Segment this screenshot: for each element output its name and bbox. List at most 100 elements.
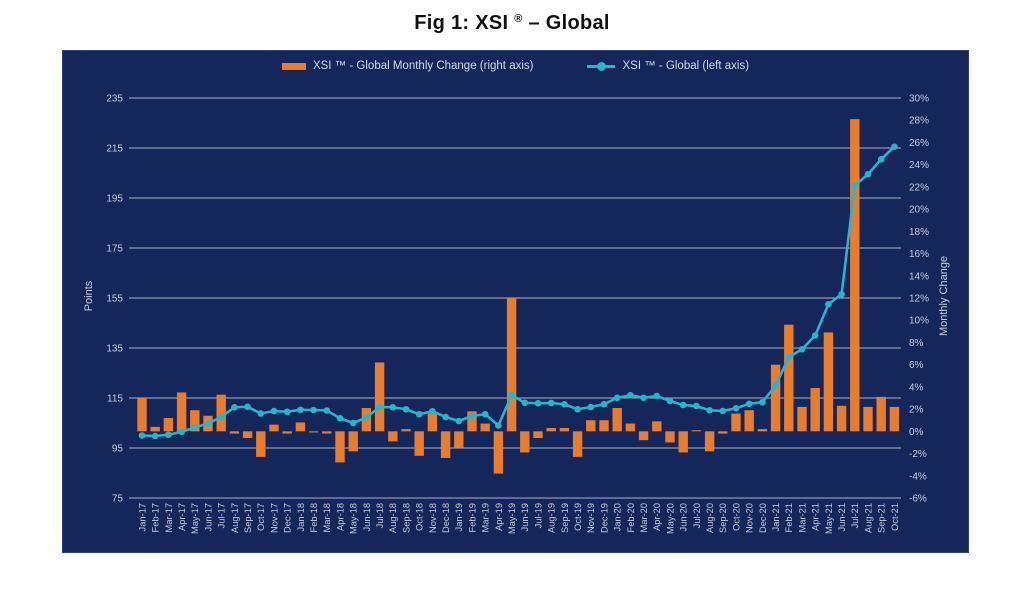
x-axis-label-May-18: May-18 (349, 503, 359, 534)
x-axis-label-Jul-17: Jul-17 (217, 503, 227, 528)
line-point-Mar-19 (481, 410, 489, 418)
bar-Jul-19 (533, 431, 543, 438)
line-point-Sep-18 (402, 405, 410, 413)
line-point-Sep-17 (244, 403, 251, 411)
index-line (141, 145, 896, 438)
line-point-Mar-21 (798, 345, 806, 353)
bar-Aug-18 (388, 431, 398, 442)
line-point-Dec-20 (759, 398, 766, 406)
right-axis-tick-label: 30% (909, 94, 929, 105)
left-axis-tick-label: 175 (106, 244, 123, 255)
x-axis-label-Jan-20: Jan-20 (613, 503, 623, 531)
x-axis-label-Sep-21: Sep-21 (877, 503, 887, 533)
bar-Mar-17 (163, 418, 174, 432)
chart-legend: XSI ™ - Global Monthly Change (right axi… (63, 60, 968, 72)
x-axis-label-Jan-19: Jan-19 (454, 503, 464, 531)
line-point-Oct-19 (574, 405, 581, 413)
line-point-Mar-18 (323, 407, 331, 414)
x-axis-label-Jun-18: Jun-18 (362, 503, 372, 531)
bar-Mar-21 (797, 406, 807, 432)
bar-Oct-18 (414, 431, 424, 456)
x-axis-label-Mar-20: Mar-20 (639, 503, 649, 532)
x-axis-label-Oct-20: Oct-20 (731, 503, 741, 531)
line-point-Apr-20 (653, 392, 661, 400)
x-axis-label-Sep-18: Sep-18 (401, 503, 411, 533)
line-point-Feb-20 (627, 391, 634, 399)
bar-Aug-21 (863, 406, 873, 432)
bar-Jun-20 (678, 431, 688, 453)
left-axis-title: Points (83, 280, 95, 312)
line-point-Aug-21 (864, 170, 872, 178)
bar-Sep-19 (559, 428, 570, 432)
x-axis-label-Nov-19: Nov-19 (586, 503, 596, 533)
line-point-Aug-18 (389, 403, 397, 411)
left-axis-tick-label: 215 (106, 144, 123, 155)
bar-Apr-21 (810, 388, 820, 432)
bar-Jul-18 (374, 362, 385, 432)
line-point-Jan-19 (455, 417, 463, 425)
chart-svg: 235 215 195 175 155 135 115 95 75 30% 28% 26% 24% 22%… (106, 94, 929, 535)
bar-Apr-18 (335, 431, 345, 463)
x-axis-label-May-17: May-17 (190, 503, 200, 534)
bar-Feb-21 (784, 324, 794, 432)
right-axis-title: Monthly Change (938, 255, 950, 337)
line-point-May-21 (825, 300, 832, 308)
bar-Feb-20 (625, 423, 636, 432)
right-axis-tick-label: 22% (909, 182, 929, 193)
line-point-Jul-19 (534, 399, 542, 407)
x-axis-label-Feb-20: Feb-20 (626, 503, 636, 532)
bar-Feb-19 (467, 411, 477, 432)
line-point-Jun-21 (838, 290, 845, 298)
line-point-Mar-20 (640, 394, 647, 402)
line-point-Jun-20 (679, 401, 687, 409)
registered-mark: ® (514, 13, 523, 25)
line-point-Feb-18 (310, 406, 317, 414)
bar-May-17 (190, 410, 200, 432)
x-axis-label-Sep-17: Sep-17 (243, 503, 253, 533)
x-axis-label-Feb-18: Feb-18 (309, 503, 319, 532)
right-axis-tick-label: 18% (909, 227, 929, 238)
line-point-Jul-18 (376, 403, 383, 411)
x-axis-label-Jan-18: Jan-18 (296, 503, 306, 531)
bar-Oct-20 (731, 413, 741, 432)
x-axis-label-Aug-18: Aug-18 (388, 503, 398, 533)
x-axis-label-Apr-18: Apr-18 (335, 503, 345, 531)
x-axis-label-Sep-19: Sep-19 (560, 503, 570, 533)
line-point-Apr-18 (336, 414, 344, 422)
left-axis-tick-label: 95 (112, 444, 124, 455)
x-axis-label-Jun-17: Jun-17 (203, 503, 213, 531)
line-point-Jan-18 (297, 406, 304, 414)
line-point-Mar-17 (165, 431, 172, 439)
bar-Apr-20 (652, 421, 662, 432)
bar-Sep-20 (718, 431, 728, 434)
line-point-Feb-21 (785, 353, 793, 361)
line-point-May-20 (666, 397, 674, 405)
x-axis-label-May-20: May-20 (665, 503, 675, 534)
bar-Nov-20 (744, 410, 754, 432)
bar-Jul-20 (691, 430, 702, 432)
left-axis-tick-label: 75 (112, 494, 124, 505)
line-point-Jun-18 (363, 414, 370, 421)
line-point-Oct-21 (891, 143, 898, 151)
right-axis-tick-label: 16% (909, 249, 929, 260)
bar-Aug-17 (229, 431, 240, 434)
left-axis-tick-label: 115 (107, 394, 123, 405)
x-axis-label-Mar-18: Mar-18 (322, 503, 332, 532)
bar-Sep-17 (242, 431, 253, 438)
x-axis-label-Apr-19: Apr-19 (494, 503, 504, 531)
bar-Jun-21 (836, 405, 847, 432)
left-axis-tick-label: 135 (106, 344, 123, 355)
line-point-Jul-20 (693, 402, 700, 410)
right-axis-tick-label: 10% (909, 316, 929, 327)
bar-Mar-18 (322, 431, 332, 434)
line-point-Sep-21 (877, 155, 885, 163)
x-axis-label-Aug-20: Aug-20 (705, 503, 715, 533)
bar-May-19 (506, 298, 517, 432)
bar-Sep-21 (876, 396, 886, 432)
x-axis-label-Jun-21: Jun-21 (837, 503, 847, 531)
line-point-May-19 (508, 391, 515, 399)
bar-Dec-17 (282, 431, 292, 434)
x-axis-label-Apr-20: Apr-20 (652, 503, 662, 531)
bar-Dec-18 (440, 431, 451, 458)
bar-Jun-19 (520, 431, 530, 453)
